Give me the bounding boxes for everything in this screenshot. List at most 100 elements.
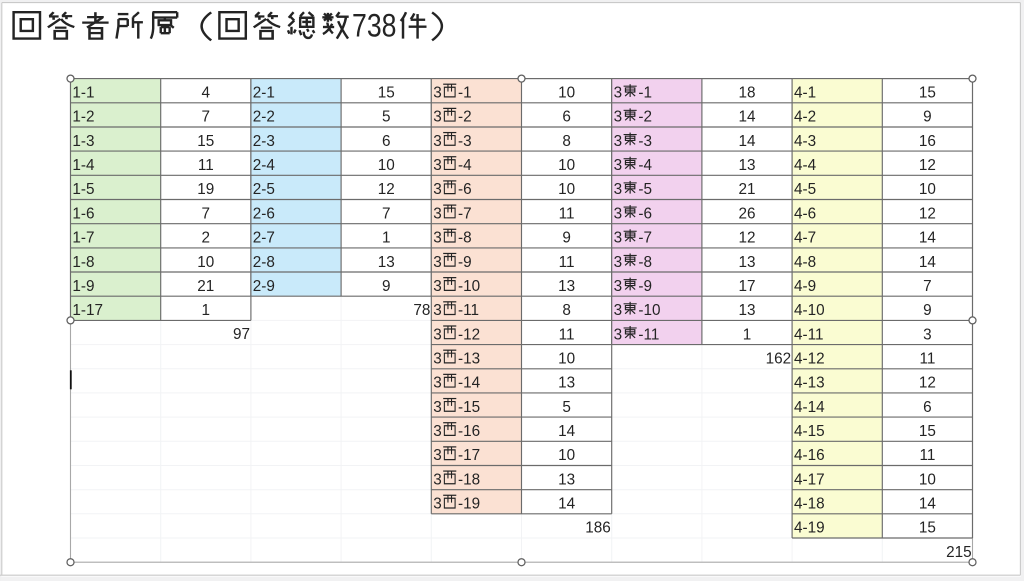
svg-text:14: 14: [558, 496, 576, 513]
svg-text:4-12: 4-12: [794, 351, 825, 368]
svg-text:21: 21: [738, 181, 755, 198]
svg-text:-14: -14: [458, 375, 481, 392]
svg-text:1-6: 1-6: [72, 205, 94, 222]
svg-text:17: 17: [738, 278, 755, 295]
svg-text:10: 10: [919, 471, 936, 488]
svg-text:4-8: 4-8: [794, 254, 816, 271]
svg-text:-10: -10: [638, 302, 660, 319]
svg-text:2-8: 2-8: [253, 254, 275, 271]
svg-text:78: 78: [413, 302, 430, 319]
svg-text:3: 3: [433, 109, 442, 126]
svg-text:-15: -15: [458, 399, 480, 416]
svg-text:4-6: 4-6: [794, 205, 816, 222]
svg-text:3: 3: [614, 278, 623, 295]
svg-text:1-8: 1-8: [72, 254, 94, 271]
svg-text:1-7: 1-7: [72, 230, 94, 247]
svg-text:2-7: 2-7: [253, 230, 275, 247]
svg-text:12: 12: [919, 157, 936, 174]
svg-text:10: 10: [197, 254, 214, 271]
svg-text:11: 11: [919, 447, 935, 464]
svg-text:15: 15: [197, 133, 214, 150]
svg-text:3: 3: [433, 496, 442, 513]
svg-text:11: 11: [198, 157, 214, 174]
svg-text:4-9: 4-9: [794, 278, 816, 295]
svg-text:2-3: 2-3: [253, 133, 275, 150]
svg-text:97: 97: [233, 326, 250, 343]
svg-text:14: 14: [919, 230, 937, 247]
svg-text:3: 3: [614, 254, 623, 271]
svg-text:4-1: 4-1: [794, 85, 816, 102]
svg-text:2: 2: [202, 230, 211, 247]
svg-text:162: 162: [766, 350, 792, 367]
svg-text:3: 3: [614, 85, 623, 102]
svg-text:215: 215: [946, 544, 972, 561]
svg-text:10: 10: [558, 85, 575, 102]
svg-text:10: 10: [558, 157, 575, 174]
svg-text:3: 3: [433, 399, 442, 416]
svg-text:15: 15: [919, 85, 936, 102]
svg-text:186: 186: [585, 520, 611, 537]
svg-text:5: 5: [382, 109, 391, 126]
svg-text:1-5: 1-5: [72, 181, 94, 198]
svg-text:4-14: 4-14: [794, 399, 825, 416]
svg-text:3: 3: [614, 302, 623, 319]
svg-text:-6: -6: [458, 181, 472, 198]
svg-text:3: 3: [923, 326, 932, 343]
svg-text:11: 11: [559, 254, 575, 271]
svg-text:7: 7: [923, 278, 932, 295]
svg-text:4-4: 4-4: [794, 157, 817, 174]
svg-text:8: 8: [562, 133, 571, 150]
svg-text:2-5: 2-5: [253, 181, 275, 198]
svg-text:2-4: 2-4: [253, 157, 276, 174]
svg-text:3: 3: [433, 326, 442, 343]
svg-text:738: 738: [352, 8, 396, 44]
svg-text:13: 13: [378, 254, 395, 271]
svg-text:4-18: 4-18: [794, 496, 825, 513]
svg-text:19: 19: [197, 181, 214, 198]
svg-text:4-7: 4-7: [794, 230, 816, 247]
svg-text:6: 6: [923, 399, 932, 416]
svg-text:1-1: 1-1: [72, 85, 94, 102]
svg-text:-3: -3: [458, 133, 472, 150]
svg-text:4-17: 4-17: [794, 471, 825, 488]
svg-text:7: 7: [202, 109, 211, 126]
svg-text:12: 12: [378, 181, 395, 198]
svg-text:15: 15: [919, 520, 936, 537]
svg-text:-3: -3: [638, 133, 652, 150]
svg-text:15: 15: [378, 85, 395, 102]
svg-text:7: 7: [202, 205, 211, 222]
svg-text:12: 12: [738, 230, 755, 247]
svg-text:3: 3: [614, 230, 623, 247]
svg-text:-1: -1: [638, 85, 652, 102]
svg-text:9: 9: [923, 109, 932, 126]
svg-text:3: 3: [614, 181, 623, 198]
svg-text:-12: -12: [458, 326, 480, 343]
svg-text:6: 6: [562, 109, 571, 126]
svg-text:14: 14: [919, 254, 937, 271]
svg-text:-9: -9: [638, 278, 652, 295]
svg-text:3: 3: [433, 133, 442, 150]
svg-text:-1: -1: [458, 85, 472, 102]
svg-text:9: 9: [382, 278, 391, 295]
svg-text:1: 1: [382, 230, 391, 247]
svg-text:13: 13: [738, 302, 755, 319]
svg-text:-17: -17: [458, 447, 480, 464]
svg-text:-2: -2: [458, 109, 472, 126]
svg-text:8: 8: [562, 302, 571, 319]
svg-text:-11: -11: [458, 302, 479, 319]
svg-text:-4: -4: [458, 157, 472, 174]
svg-text:10: 10: [558, 447, 575, 464]
svg-text:-8: -8: [458, 230, 472, 247]
svg-text:4-3: 4-3: [794, 133, 816, 150]
svg-text:1-17: 1-17: [72, 302, 103, 319]
svg-text:4-16: 4-16: [794, 447, 825, 464]
svg-text:4-11: 4-11: [794, 326, 823, 343]
svg-text:-13: -13: [458, 351, 480, 368]
svg-text:14: 14: [558, 423, 576, 440]
svg-text:18: 18: [738, 85, 755, 102]
svg-text:3: 3: [614, 205, 623, 222]
svg-text:4-19: 4-19: [794, 520, 825, 537]
svg-text:26: 26: [738, 205, 755, 222]
svg-text:1-3: 1-3: [72, 133, 94, 150]
svg-text:-4: -4: [638, 157, 652, 174]
